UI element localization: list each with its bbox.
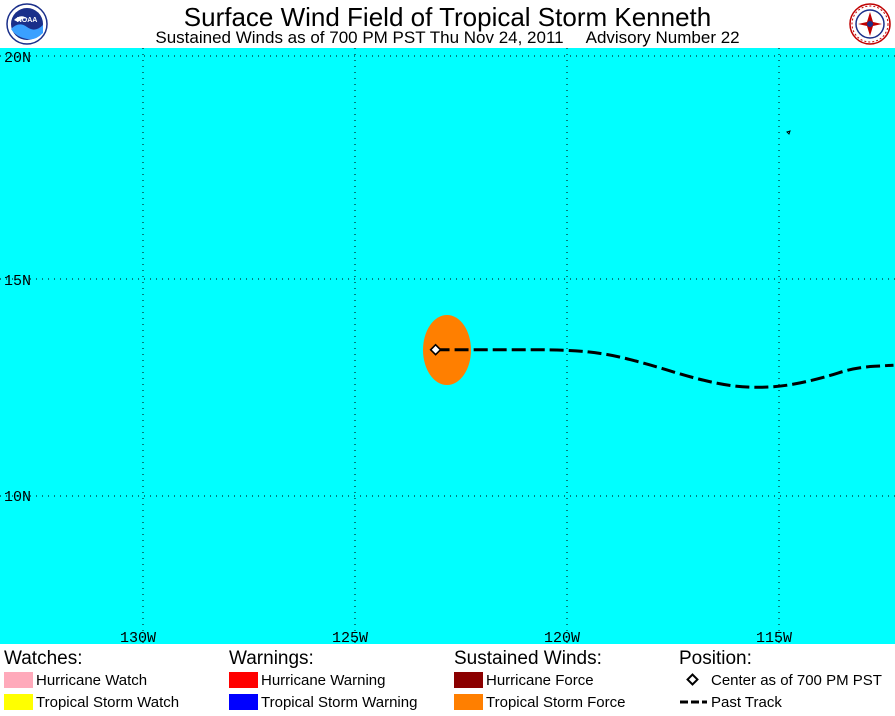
subtitle-time: Sustained Winds as of 700 PM PST Thu Nov… (155, 28, 564, 47)
lat-label-20n: 20N (4, 50, 31, 67)
tropical-storm-force-swatch (454, 694, 483, 711)
wind-field-map: 20N 15N 10N 130W 125W 120W 115W (0, 48, 895, 644)
legend-label: Tropical Storm Warning (261, 694, 418, 711)
legend-label: Center as of 700 PM PST (711, 672, 882, 689)
legend-item-hurricane-watch: Hurricane Watch (4, 670, 179, 692)
legend-item-hurricane-warning: Hurricane Warning (229, 670, 417, 692)
legend-label: Hurricane Force (486, 672, 594, 689)
legend-position: Position: Center as of 700 PM PST Past T… (679, 648, 882, 714)
legend-warnings: Warnings: Hurricane Warning Tropical Sto… (229, 648, 417, 714)
hurricane-force-swatch (454, 672, 483, 689)
legend-watches-title: Watches: (4, 648, 83, 669)
lat-label-10n: 10N (4, 489, 31, 506)
subtitle-advisory: Advisory Number 22 (585, 28, 740, 47)
legend-position-title: Position: (679, 648, 752, 669)
hurricane-watch-swatch (4, 672, 33, 689)
lon-labels: 130W 125W 120W 115W (120, 630, 792, 644)
legend-item-tropical-storm-warning: Tropical Storm Warning (229, 692, 417, 714)
past-track-line (435, 348, 894, 389)
small-island-outline (786, 130, 791, 135)
legend-watches: Watches: Hurricane Watch Tropical Storm … (4, 648, 179, 714)
legend-sustained-winds: Sustained Winds: Hurricane Force Tropica… (454, 648, 625, 714)
hurricane-warning-swatch (229, 672, 258, 689)
noaa-logo-icon: NOAA (6, 3, 48, 45)
dashed-line-icon (680, 700, 707, 704)
map-header: NOAA Surface Wind Field of Tropical Stor… (0, 0, 895, 48)
legend-winds-title: Sustained Winds: (454, 648, 602, 669)
legend-item-tropical-storm-force: Tropical Storm Force (454, 692, 625, 714)
legend-warnings-title: Warnings: (229, 648, 314, 669)
map-legend: Watches: Hurricane Watch Tropical Storm … (0, 644, 895, 716)
storm-center-marker (429, 343, 442, 356)
nws-logo-icon (849, 3, 891, 45)
diamond-icon (686, 673, 699, 686)
noaa-logo-text: NOAA (17, 17, 38, 24)
page-subtitle: Sustained Winds as of 700 PM PST Thu Nov… (0, 28, 895, 48)
lat-label-15n: 15N (4, 273, 31, 290)
lon-label-125w: 125W (332, 630, 368, 644)
legend-item-center: Center as of 700 PM PST (679, 670, 882, 692)
legend-label: Tropical Storm Watch (36, 694, 180, 711)
legend-label: Tropical Storm Force (486, 694, 626, 711)
lon-label-120w: 120W (544, 630, 580, 644)
lat-labels: 20N 15N 10N (4, 50, 31, 506)
legend-item-tropical-storm-watch: Tropical Storm Watch (4, 692, 179, 714)
page-title: Surface Wind Field of Tropical Storm Ken… (183, 2, 712, 32)
legend-label: Hurricane Watch (36, 672, 148, 689)
legend-item-past-track: Past Track (679, 692, 882, 714)
lon-label-115w: 115W (756, 630, 792, 644)
legend-label: Hurricane Warning (261, 672, 386, 689)
legend-label: Past Track (711, 694, 782, 711)
tropical-storm-warning-swatch (229, 694, 258, 711)
tropical-storm-watch-swatch (4, 694, 33, 711)
lon-label-130w: 130W (120, 630, 156, 644)
legend-item-hurricane-force: Hurricane Force (454, 670, 625, 692)
